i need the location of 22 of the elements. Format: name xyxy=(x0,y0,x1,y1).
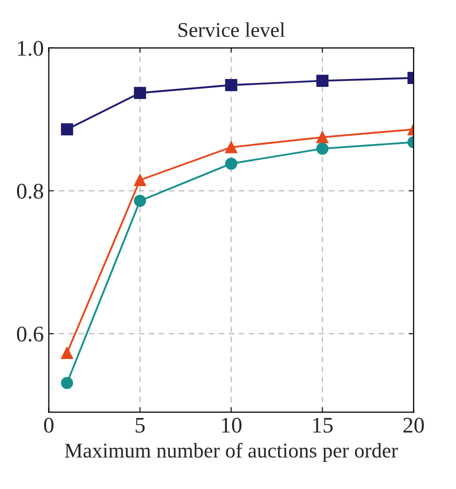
x-axis-title: Maximum number of auctions per order xyxy=(64,442,398,462)
x-tick-label: 10 xyxy=(222,418,242,433)
point xyxy=(225,141,238,154)
point xyxy=(134,194,146,207)
x-tick-label: 0 xyxy=(44,418,54,433)
point xyxy=(316,131,328,144)
x-tick-label: 5 xyxy=(136,418,145,433)
point xyxy=(225,78,238,92)
y-tick-label: 0.6 xyxy=(17,326,44,342)
point xyxy=(225,158,238,170)
point xyxy=(60,123,74,136)
x-tick-label: 15 xyxy=(313,418,333,433)
chart-title: Service level xyxy=(178,22,285,38)
y-tick-label: 0.8 xyxy=(17,184,44,199)
x-tick-label: 20 xyxy=(403,418,424,433)
point xyxy=(316,142,328,155)
y-tick-label: 1.0 xyxy=(18,40,44,56)
point xyxy=(134,174,146,186)
point xyxy=(60,346,74,360)
point xyxy=(60,376,74,390)
point xyxy=(316,74,328,87)
point xyxy=(134,86,146,99)
